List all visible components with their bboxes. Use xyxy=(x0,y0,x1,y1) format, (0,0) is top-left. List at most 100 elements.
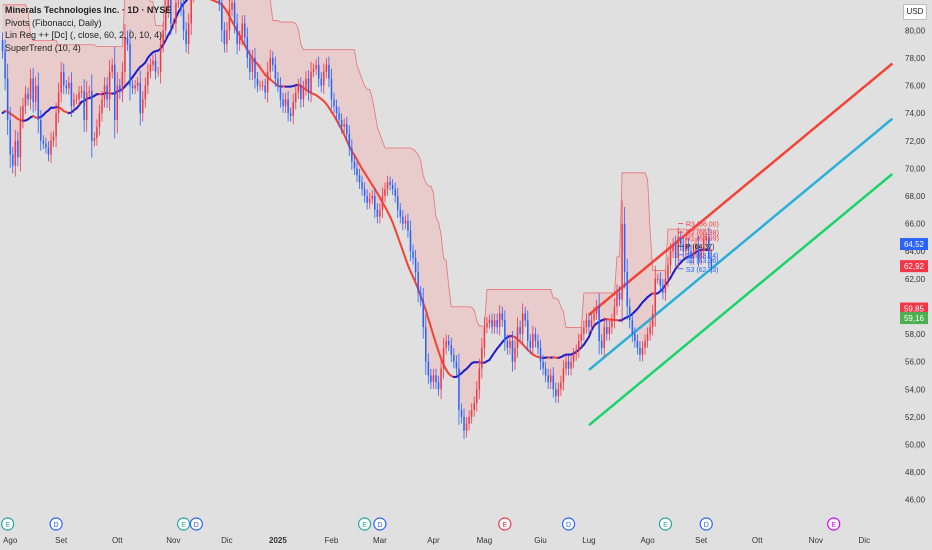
candle[interactable] xyxy=(126,30,129,51)
candle[interactable] xyxy=(272,51,274,72)
candle[interactable] xyxy=(697,236,700,267)
candle[interactable] xyxy=(162,22,164,53)
candle[interactable] xyxy=(144,77,147,108)
candle[interactable] xyxy=(526,310,529,351)
candle[interactable] xyxy=(256,72,259,93)
candle[interactable] xyxy=(238,30,241,51)
candle[interactable] xyxy=(547,368,549,390)
candle[interactable] xyxy=(106,77,108,108)
candle[interactable] xyxy=(1,32,4,59)
candle[interactable] xyxy=(338,106,340,127)
candle[interactable] xyxy=(534,327,537,348)
candle[interactable] xyxy=(218,0,221,12)
candle[interactable] xyxy=(264,78,266,100)
candle[interactable] xyxy=(430,368,432,390)
candle[interactable] xyxy=(6,63,9,136)
candle[interactable] xyxy=(37,72,40,134)
legend-linreg[interactable]: Lin Reg ++ [Dc] (, close, 60, 2, 0, 10, … xyxy=(5,30,163,40)
candle[interactable] xyxy=(608,320,611,341)
candle[interactable] xyxy=(269,49,272,81)
candle[interactable] xyxy=(623,207,626,289)
candle[interactable] xyxy=(11,146,14,174)
candle[interactable] xyxy=(167,0,170,18)
event-marker[interactable]: D xyxy=(699,517,713,531)
candle[interactable] xyxy=(425,313,427,375)
candle[interactable] xyxy=(565,355,567,376)
candle[interactable] xyxy=(315,58,317,75)
candle[interactable] xyxy=(422,287,424,339)
candle[interactable] xyxy=(93,132,96,147)
candle[interactable] xyxy=(129,29,131,101)
candle[interactable] xyxy=(249,49,251,81)
candle[interactable] xyxy=(47,141,50,162)
candle[interactable] xyxy=(289,107,292,122)
candle[interactable] xyxy=(435,368,437,390)
candle[interactable] xyxy=(476,381,478,412)
candle[interactable] xyxy=(333,92,335,113)
candle[interactable] xyxy=(312,63,315,78)
candle[interactable] xyxy=(111,58,113,79)
candle[interactable] xyxy=(259,80,261,91)
candle[interactable] xyxy=(190,0,192,36)
candle[interactable] xyxy=(22,98,24,129)
candle[interactable] xyxy=(325,58,328,79)
candle[interactable] xyxy=(164,0,167,41)
candle[interactable] xyxy=(506,334,509,355)
candle[interactable] xyxy=(78,85,80,107)
candle[interactable] xyxy=(363,182,366,203)
candle[interactable] xyxy=(17,131,19,167)
candle[interactable] xyxy=(679,230,682,251)
candle[interactable] xyxy=(175,0,177,34)
candle[interactable] xyxy=(593,306,595,327)
candle[interactable] xyxy=(70,72,73,117)
candle[interactable] xyxy=(437,375,440,396)
candle[interactable] xyxy=(493,313,496,334)
candle[interactable] xyxy=(366,189,368,210)
candle[interactable] xyxy=(182,0,185,41)
candle[interactable] xyxy=(119,78,121,100)
candle[interactable] xyxy=(131,79,134,94)
candle[interactable] xyxy=(310,61,312,103)
candle[interactable] xyxy=(442,337,445,379)
candle[interactable] xyxy=(498,305,501,336)
candle[interactable] xyxy=(611,313,613,334)
candle[interactable] xyxy=(603,317,606,358)
candle[interactable] xyxy=(641,341,644,362)
candle[interactable] xyxy=(590,313,593,334)
event-marker[interactable]: E xyxy=(1,517,15,531)
candle[interactable] xyxy=(549,368,552,390)
candle[interactable] xyxy=(361,175,363,196)
candle[interactable] xyxy=(266,61,269,103)
candle[interactable] xyxy=(412,244,414,265)
candle[interactable] xyxy=(353,154,356,176)
candle[interactable] xyxy=(297,78,300,100)
candle[interactable] xyxy=(73,92,75,113)
candle[interactable] xyxy=(231,0,233,17)
candle[interactable] xyxy=(491,313,493,334)
candle[interactable] xyxy=(68,76,70,95)
candle[interactable] xyxy=(302,80,305,108)
candle[interactable] xyxy=(674,236,677,267)
candle[interactable] xyxy=(402,210,404,231)
candle[interactable] xyxy=(147,63,149,94)
candle[interactable] xyxy=(55,102,57,148)
candle[interactable] xyxy=(116,72,119,134)
candle[interactable] xyxy=(600,334,603,355)
candle[interactable] xyxy=(659,272,662,293)
candle[interactable] xyxy=(9,106,11,168)
legend-supertrend[interactable]: SuperTrend (10, 4) xyxy=(5,42,81,53)
candle[interactable] xyxy=(121,61,124,103)
candle[interactable] xyxy=(65,79,68,94)
candle[interactable] xyxy=(389,176,391,191)
candle[interactable] xyxy=(85,80,88,132)
candle[interactable] xyxy=(287,91,289,122)
candle[interactable] xyxy=(185,22,187,53)
event-marker[interactable]: E xyxy=(827,517,841,531)
candle[interactable] xyxy=(305,71,307,96)
candle[interactable] xyxy=(376,203,379,224)
candle[interactable] xyxy=(501,306,504,327)
candle[interactable] xyxy=(50,132,52,163)
candle[interactable] xyxy=(677,227,679,269)
candle[interactable] xyxy=(580,327,583,348)
